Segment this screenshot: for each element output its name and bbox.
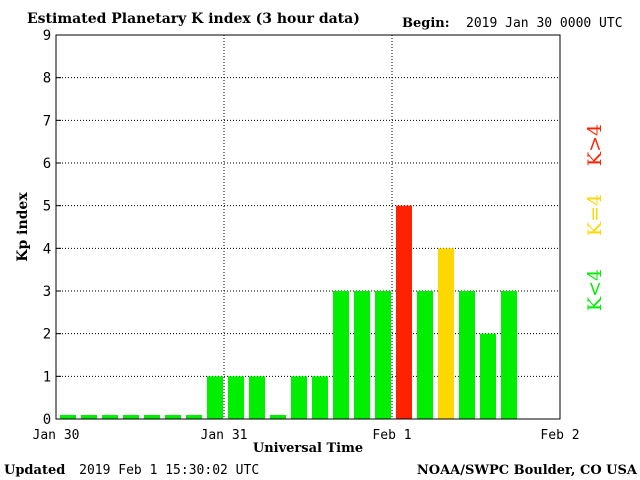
- kp-bar: [60, 415, 76, 419]
- kp-bar: [165, 415, 181, 419]
- kp-bar: [291, 376, 307, 419]
- source-credit: NOAA/SWPC Boulder, CO USA: [417, 463, 638, 478]
- x-tick-label: Jan 31: [201, 428, 248, 443]
- kp-bar: [207, 376, 223, 419]
- kp-bar: [144, 415, 160, 419]
- y-tick-label: 5: [43, 199, 51, 215]
- y-tick-label: 9: [43, 28, 51, 44]
- y-tick-label: 8: [43, 71, 51, 87]
- kp-bar: [438, 248, 454, 419]
- updated-text: Updated 2019 Feb 1 15:30:02 UTC: [4, 463, 259, 478]
- kp-bar: [123, 415, 139, 419]
- kp-bar: [354, 291, 370, 419]
- kp-bar: [375, 291, 391, 419]
- y-tick-label: 4: [43, 241, 51, 257]
- kp-bar: [417, 291, 433, 419]
- kp-bar: [333, 291, 349, 419]
- x-tick-label: Jan 30: [33, 428, 80, 443]
- legend-item: K=4: [584, 194, 606, 236]
- kp-bar: [459, 291, 475, 419]
- x-axis-label: Universal Time: [253, 441, 363, 456]
- chart-title: Estimated Planetary K index (3 hour data…: [27, 11, 360, 27]
- begin-value: 2019 Jan 30 0000 UTC: [466, 16, 623, 31]
- kp-bar: [102, 415, 118, 419]
- kp-bar: [396, 205, 412, 419]
- x-tick-labels: Jan 30 Jan 31 Feb 1 Feb 2: [33, 428, 580, 443]
- x-tick-label: Feb 1: [372, 428, 411, 443]
- begin-label: Begin:: [402, 16, 450, 31]
- kp-bar: [501, 291, 517, 419]
- y-tick-label: 2: [43, 327, 51, 343]
- kp-bar: [249, 376, 265, 419]
- legend-item: K>4: [584, 124, 606, 166]
- updated-label: Updated: [4, 463, 65, 478]
- kp-bar: [186, 415, 202, 419]
- x-tick-label: Feb 2: [540, 428, 579, 443]
- legend-item: K<4: [584, 269, 606, 311]
- y-tick-label: 1: [43, 369, 51, 385]
- y-tick-label: 7: [43, 113, 51, 129]
- plot-frame: [55, 34, 561, 420]
- updated-value: 2019 Feb 1 15:30:02 UTC: [79, 463, 259, 478]
- kp-bar: [81, 415, 97, 419]
- y-axis-label: Kp index: [15, 192, 31, 262]
- y-tick-label: 3: [43, 284, 51, 300]
- y-tick-labels: 0 1 2 3 4 5 6 7 8 9: [43, 28, 61, 428]
- bars: [60, 205, 517, 419]
- kp-bar: [480, 333, 496, 419]
- y-tick-label: 6: [43, 156, 51, 172]
- grid-lines: [56, 35, 560, 419]
- y-tick-label: 0: [43, 412, 51, 428]
- legend: K<4 K=4 K>4: [584, 124, 606, 311]
- kp-bar: [270, 415, 286, 419]
- kp-bar: [228, 376, 244, 419]
- kp-bar: [312, 376, 328, 419]
